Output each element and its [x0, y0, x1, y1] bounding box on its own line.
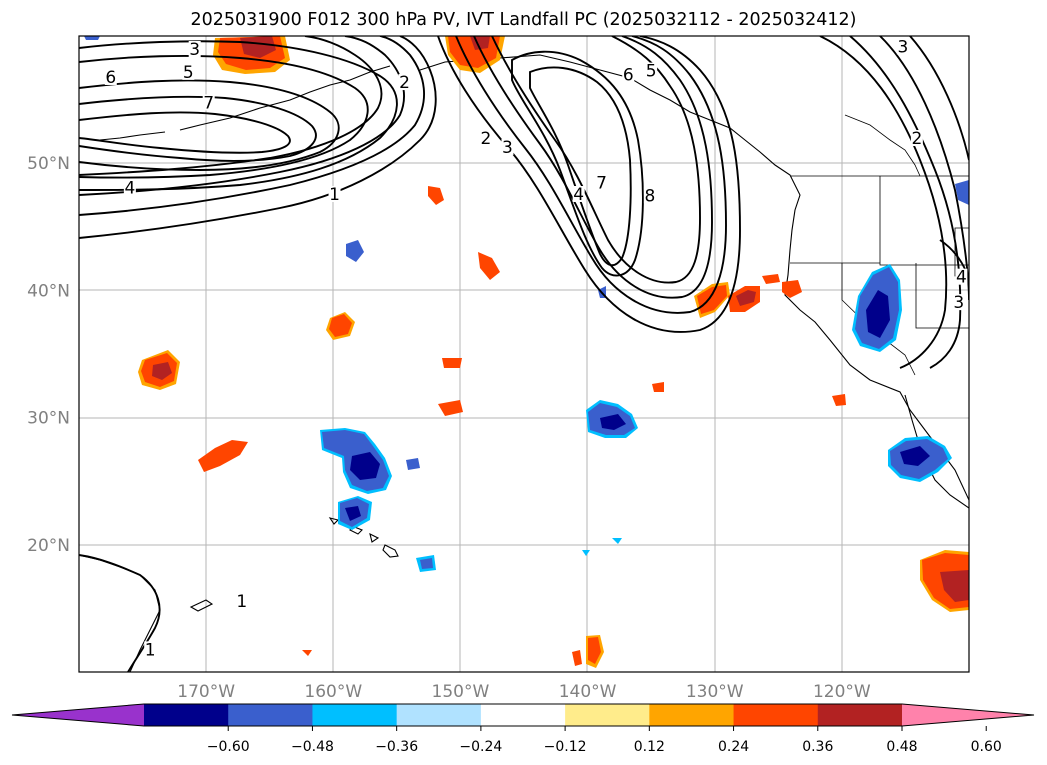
longitude-labels: 170°W 160°W 150°W 140°W 130°W 120°W	[177, 682, 871, 702]
colorbar: −0.60 −0.48 −0.36 −0.24 −0.12 0.12 0.24 0.36 0.4…	[11, 703, 1035, 755]
contour-label: 6	[623, 65, 634, 85]
colorbar-tick-label: −0.24	[459, 739, 502, 755]
contour-label-bg	[952, 294, 965, 311]
colorbar-segment	[144, 704, 229, 726]
colorbar-tick-label: −0.48	[291, 739, 334, 755]
contour-label-bg	[896, 38, 909, 55]
colorbar-extend-high	[902, 704, 1034, 726]
latitude-labels: 50°N 40°N 30°N 20°N	[27, 154, 70, 556]
map-background	[79, 36, 969, 672]
contour-label-bg	[501, 138, 514, 155]
negative-anomaly-patches	[84, 36, 969, 572]
contour-label: 4	[573, 185, 584, 205]
contour-label-bg	[479, 130, 492, 147]
lon-label: 130°W	[686, 682, 744, 702]
map-frame	[78, 35, 970, 673]
contour-label-bg	[643, 187, 656, 204]
contour-label-bg	[595, 174, 608, 191]
contour-label-bg	[955, 268, 968, 285]
contour-label: 5	[646, 62, 657, 82]
colorbar-tick-label: 0.12	[634, 739, 665, 755]
lon-label: 120°W	[813, 682, 871, 702]
contour-label-bg	[572, 186, 585, 202]
contour-label-bg	[202, 94, 215, 111]
contour-label-bg	[104, 68, 117, 85]
contour-label-bg	[645, 62, 658, 79]
lat-label: 50°N	[27, 154, 70, 174]
colorbar-tick-label: −0.12	[544, 739, 587, 755]
ivt-anomaly-fills	[84, 36, 969, 668]
colorbar-tick-label: −0.36	[375, 739, 418, 755]
contour-label: 3	[953, 293, 964, 313]
contour-label-bg	[910, 130, 923, 147]
colorbar-segment	[817, 704, 903, 726]
chart-title: 2025031900 F012 300 hPa PV, IVT Landfall…	[190, 10, 857, 30]
contour-label-bg	[398, 74, 411, 91]
contour-label: 8	[644, 186, 655, 206]
lon-label: 150°W	[432, 682, 490, 702]
contour-label: 3	[502, 138, 513, 158]
contour-label: 7	[203, 93, 214, 113]
contour-label: 6	[105, 68, 116, 88]
contour-label-bg	[144, 641, 157, 658]
colorbar-outline	[11, 703, 1035, 727]
contour-label: 1	[329, 185, 340, 205]
pv-contours	[79, 36, 969, 672]
lon-label: 160°W	[304, 682, 362, 702]
colorbar-segment	[396, 704, 482, 726]
colorbar-tick-label: 0.60	[971, 739, 1002, 755]
contour-label: 1	[236, 592, 247, 612]
contour-label: 1	[145, 640, 156, 660]
contour-label: 3	[897, 37, 908, 57]
contour-label-bg	[328, 186, 341, 202]
colorbar-segment	[649, 704, 735, 726]
colorbar-segment	[480, 704, 566, 726]
contour-label: 3	[189, 40, 200, 60]
contour-label-bg	[182, 63, 195, 80]
colorbar-extend-low	[12, 704, 144, 726]
lon-label: 170°W	[177, 682, 235, 702]
contour-label: 2	[480, 129, 491, 149]
colorbar-segment	[565, 704, 650, 726]
contour-label: 5	[183, 63, 194, 83]
colorbar-tick-label: 0.36	[802, 739, 833, 755]
colorbar-segment	[312, 704, 398, 726]
contour-label-bg	[235, 593, 248, 610]
lon-label: 140°W	[559, 682, 617, 702]
positive-anomaly-patches	[138, 36, 969, 668]
colorbar-tick-label: −0.60	[207, 739, 250, 755]
contour-label: 2	[911, 129, 922, 149]
colorbar-tick-label: 0.48	[886, 739, 917, 755]
colorbar-segment	[228, 704, 313, 726]
contour-label-bg	[123, 179, 136, 196]
contour-label-bg	[188, 40, 201, 57]
contour-label: 7	[596, 174, 607, 194]
colorbar-tick-label: 0.24	[718, 739, 749, 755]
contour-label: 2	[399, 73, 410, 93]
lat-label: 20°N	[27, 536, 70, 556]
gridlines	[79, 36, 969, 672]
contour-label: 4	[124, 179, 135, 199]
colorbar-segment	[733, 704, 819, 726]
lat-label: 30°N	[27, 409, 70, 429]
contour-label-bg	[622, 66, 635, 83]
lat-label: 40°N	[27, 281, 70, 301]
contour-label: 4	[956, 268, 967, 288]
